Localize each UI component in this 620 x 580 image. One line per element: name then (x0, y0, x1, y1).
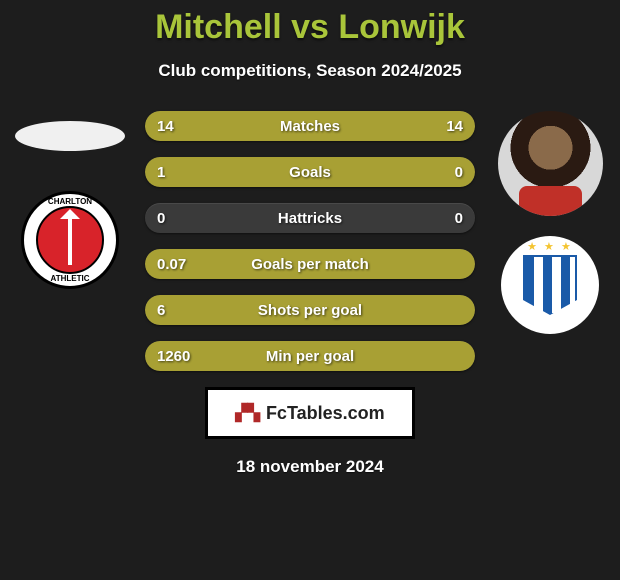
stat-label: Matches (145, 111, 475, 141)
badge-inner-icon (36, 206, 104, 274)
stat-label: Shots per goal (145, 295, 475, 325)
stars-icon: ★ ★ ★ (501, 240, 599, 253)
right-player-column: ★ ★ ★ (490, 111, 610, 334)
stat-row: 10Goals (145, 157, 475, 187)
stat-label: Goals per match (145, 249, 475, 279)
stat-label: Goals (145, 157, 475, 187)
stats-bar-list: 1414Matches 10Goals 00Hattricks 0.07Goals p… (145, 111, 475, 371)
brand-label: FcTables.com (266, 403, 385, 424)
chart-icon: ▞▚ (235, 403, 260, 423)
stat-label: Hattricks (145, 203, 475, 233)
stat-row: 1414Matches (145, 111, 475, 141)
badge-text-bottom: ATHLETIC (24, 274, 116, 283)
comparison-panel: CHARLTON ATHLETIC ★ ★ ★ 1414Matches 10Goa… (0, 111, 620, 477)
date-label: 18 november 2024 (0, 457, 620, 477)
subtitle: Club competitions, Season 2024/2025 (0, 61, 620, 81)
stat-label: Min per goal (145, 341, 475, 371)
club-badge-right: ★ ★ ★ (501, 236, 599, 334)
shield-icon (523, 255, 577, 315)
brand-badge: ▞▚ FcTables.com (205, 387, 415, 439)
player-avatar-left (15, 121, 125, 151)
stat-row: 0.07Goals per match (145, 249, 475, 279)
sword-icon (68, 215, 72, 265)
stat-row: 00Hattricks (145, 203, 475, 233)
stat-row: 1260Min per goal (145, 341, 475, 371)
left-player-column: CHARLTON ATHLETIC (10, 111, 130, 289)
club-badge-left: CHARLTON ATHLETIC (21, 191, 119, 289)
stat-row: 6Shots per goal (145, 295, 475, 325)
player-avatar-right (498, 111, 603, 216)
page-title: Mitchell vs Lonwijk (0, 0, 620, 47)
badge-text-top: CHARLTON (24, 197, 116, 206)
